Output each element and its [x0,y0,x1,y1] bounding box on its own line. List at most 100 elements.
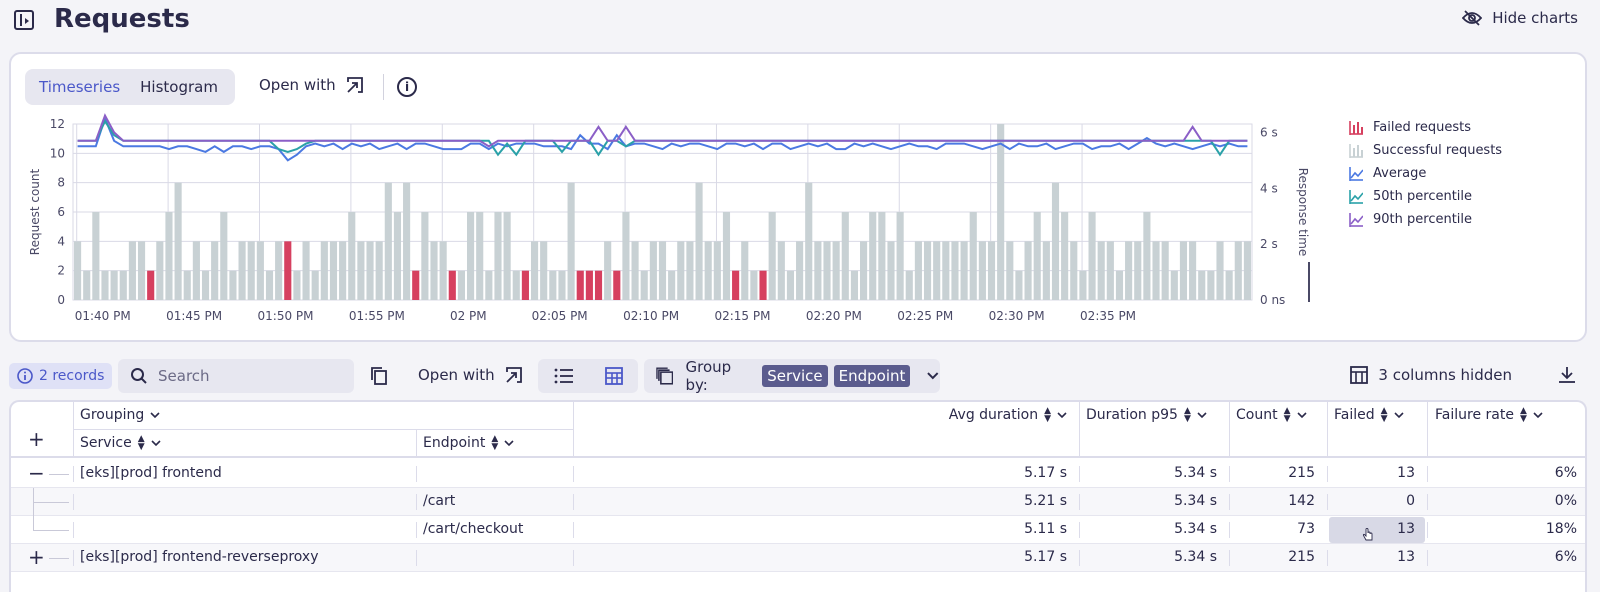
successful-bar [512,270,520,300]
column-header-avg-duration[interactable]: Avg duration ▲ ▼ [949,407,1067,424]
successful-bar [1216,241,1224,300]
avg-duration-cell: 5.11 s [1024,521,1067,537]
column-header-endpoint[interactable]: Endpoint ▲ ▼ [423,435,514,452]
cell-divider [416,466,417,482]
group-chip-service[interactable]: Service [762,365,828,387]
records-badge[interactable]: 2 records [9,363,113,389]
sort-icon: ▲ ▼ [1283,406,1291,424]
count-column-label: Count [1236,407,1278,423]
table-row[interactable]: − [eks][prod] frontend 5.17 s 5.34 s 215… [11,460,1585,488]
tab-timeseries[interactable]: Timeseries [39,78,121,96]
successful-bar [494,212,502,300]
column-header-count[interactable]: Count ▲ ▼ [1236,406,1307,424]
chart-legend: Failed requests Successful requests Averag… [1349,116,1502,231]
x-tick-label: 02:25 PM [897,309,953,323]
search-box[interactable] [118,359,354,393]
bar-chart-icon [1349,143,1363,158]
x-tick-label: 02:15 PM [714,309,770,323]
legend-item[interactable]: 50th percentile [1349,185,1502,208]
x-tick-label: 01:40 PM [75,309,131,323]
y-tick-label: 6 [57,205,65,219]
series-line-90th-percentile [77,113,1248,148]
chart-open-with-button[interactable]: Open with [259,76,364,94]
successful-bar [1115,270,1124,300]
y2-axis-label: Response time [1296,168,1310,257]
successful-bar [265,270,274,300]
successful-bar [823,241,831,300]
list-view-icon[interactable] [554,368,574,384]
successful-bar [329,241,338,300]
endpoint-column-label: Endpoint [423,435,486,451]
successful-bar [604,241,612,300]
duration-p95-cell: 5.34 s [1174,465,1217,481]
search-icon [131,368,147,384]
legend-item[interactable]: Failed requests [1349,116,1502,139]
tree-connector [33,502,69,503]
search-input[interactable] [158,367,338,385]
cell-divider [73,494,74,510]
column-header-failure-rate[interactable]: Failure rate ▲ ▼ [1435,407,1543,424]
successful-bar [457,270,465,300]
open-external-icon [505,367,522,383]
collapse-row-button[interactable]: − [28,461,45,485]
count-cell: 215 [1288,549,1315,565]
cell-divider [1079,550,1080,566]
column-header-service[interactable]: Service ▲ ▼ [80,435,161,452]
table-row[interactable]: + [eks][prod] frontend-reverseproxy 5.17… [11,544,1585,572]
successful-bar [92,212,100,300]
group-by-control[interactable]: Group by: Service Endpoint [644,358,940,394]
download-button[interactable] [1558,366,1576,388]
table-row[interactable]: /cart 5.21 s 5.34 s 142 0 0% [11,488,1585,516]
successful-bar [1179,241,1188,300]
group-chip-endpoint[interactable]: Endpoint [833,365,911,387]
sidebar-toggle-icon[interactable] [14,10,34,30]
successful-bar [1033,212,1041,300]
successful-bar [311,270,319,300]
columns-icon [1350,366,1369,384]
successful-bar [183,270,191,300]
grouping-header[interactable]: Grouping [80,407,160,423]
successful-bar [1152,241,1160,300]
cell-divider [573,466,574,482]
successful-bar [101,270,109,300]
legend-item[interactable]: Successful requests [1349,139,1502,162]
expand-row-button[interactable]: + [28,545,45,569]
failed-cell[interactable]: 13 [1397,521,1415,537]
tree-connector [33,516,34,530]
endpoint-cell: /cart/checkout [423,521,524,537]
y-tick-label: 10 [50,146,65,160]
copy-button[interactable] [370,366,388,390]
line-chart-icon [1349,212,1363,227]
x-tick-label: 01:45 PM [166,309,222,323]
avg-duration-cell: 5.17 s [1024,549,1067,565]
expand-all-button[interactable]: + [28,427,45,451]
failed-column-label: Failed [1334,407,1375,423]
table-header: + Grouping Service ▲ ▼ Endpoint ▲ ▼ Avg du… [11,402,1585,458]
successful-bar [540,241,548,300]
table-view-icon[interactable] [604,367,623,385]
count-cell: 142 [1288,493,1315,509]
successful-bar [384,182,392,300]
columns-hidden-button[interactable]: 3 columns hidden [1350,366,1512,384]
successful-bar [530,241,539,300]
sort-icon: ▲ ▼ [1183,406,1191,424]
successful-bar [348,212,356,300]
column-header-duration-p95[interactable]: Duration p95 ▲ ▼ [1086,406,1207,424]
legend-item[interactable]: 90th percentile [1349,208,1502,231]
table-open-with-button[interactable]: Open with [418,366,523,384]
successful-bar [933,241,941,300]
column-header-failed[interactable]: Failed ▲ ▼ [1334,407,1404,424]
info-icon[interactable]: i [397,77,417,97]
successful-bar [302,241,310,300]
chevron-down-icon[interactable] [926,371,940,381]
table-row[interactable]: /cart/checkout 5.11 s 5.34 s 73 13 18% [11,516,1585,544]
chart-card: Timeseries Histogram Open with i 0 2 4 6 8 10… [9,52,1587,342]
successful-bar [320,241,328,300]
legend-item[interactable]: Average [1349,162,1502,185]
endpoint-cell: /cart [423,493,456,509]
tab-histogram[interactable]: Histogram [140,78,218,96]
hide-charts-button[interactable]: Hide charts [1462,9,1578,27]
successful-bar [640,270,648,300]
successful-bar [156,241,164,300]
x-tick-label: 02:05 PM [532,309,588,323]
